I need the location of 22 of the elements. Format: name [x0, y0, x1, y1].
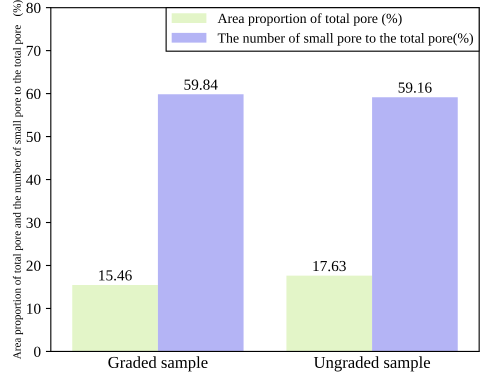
y-tick-label: 70	[26, 46, 41, 56]
x-tick-label: Ungraded sample	[314, 356, 430, 372]
y-tick-label: 20	[26, 260, 41, 271]
bar	[372, 97, 458, 352]
legend-label: Area proportion of total pore (%)	[218, 13, 402, 26]
bar	[286, 276, 372, 352]
data-label: 15.46	[99, 270, 132, 281]
bar	[158, 94, 244, 352]
y-tick-label: 40	[26, 174, 41, 185]
data-label: 59.84	[184, 79, 218, 90]
x-tick-label: Graded sample	[108, 356, 208, 372]
data-label: 17.63	[313, 260, 346, 272]
y-tick-label: 30	[26, 218, 41, 228]
y-axis-title: Area proportion of total pore and the number of small pore to the total pore (%)	[12, 0, 24, 360]
data-label: 59.16	[398, 82, 432, 93]
y-tick-label: 0	[34, 346, 41, 357]
y-tick-label: 50	[26, 132, 41, 142]
legend-label: The number of small pore to the total pore(%)	[218, 32, 473, 46]
y-tick-label: 60	[26, 88, 41, 100]
y-tick-label: 80	[26, 2, 41, 14]
y-tick-label: 10	[27, 304, 41, 314]
bar	[72, 285, 158, 352]
